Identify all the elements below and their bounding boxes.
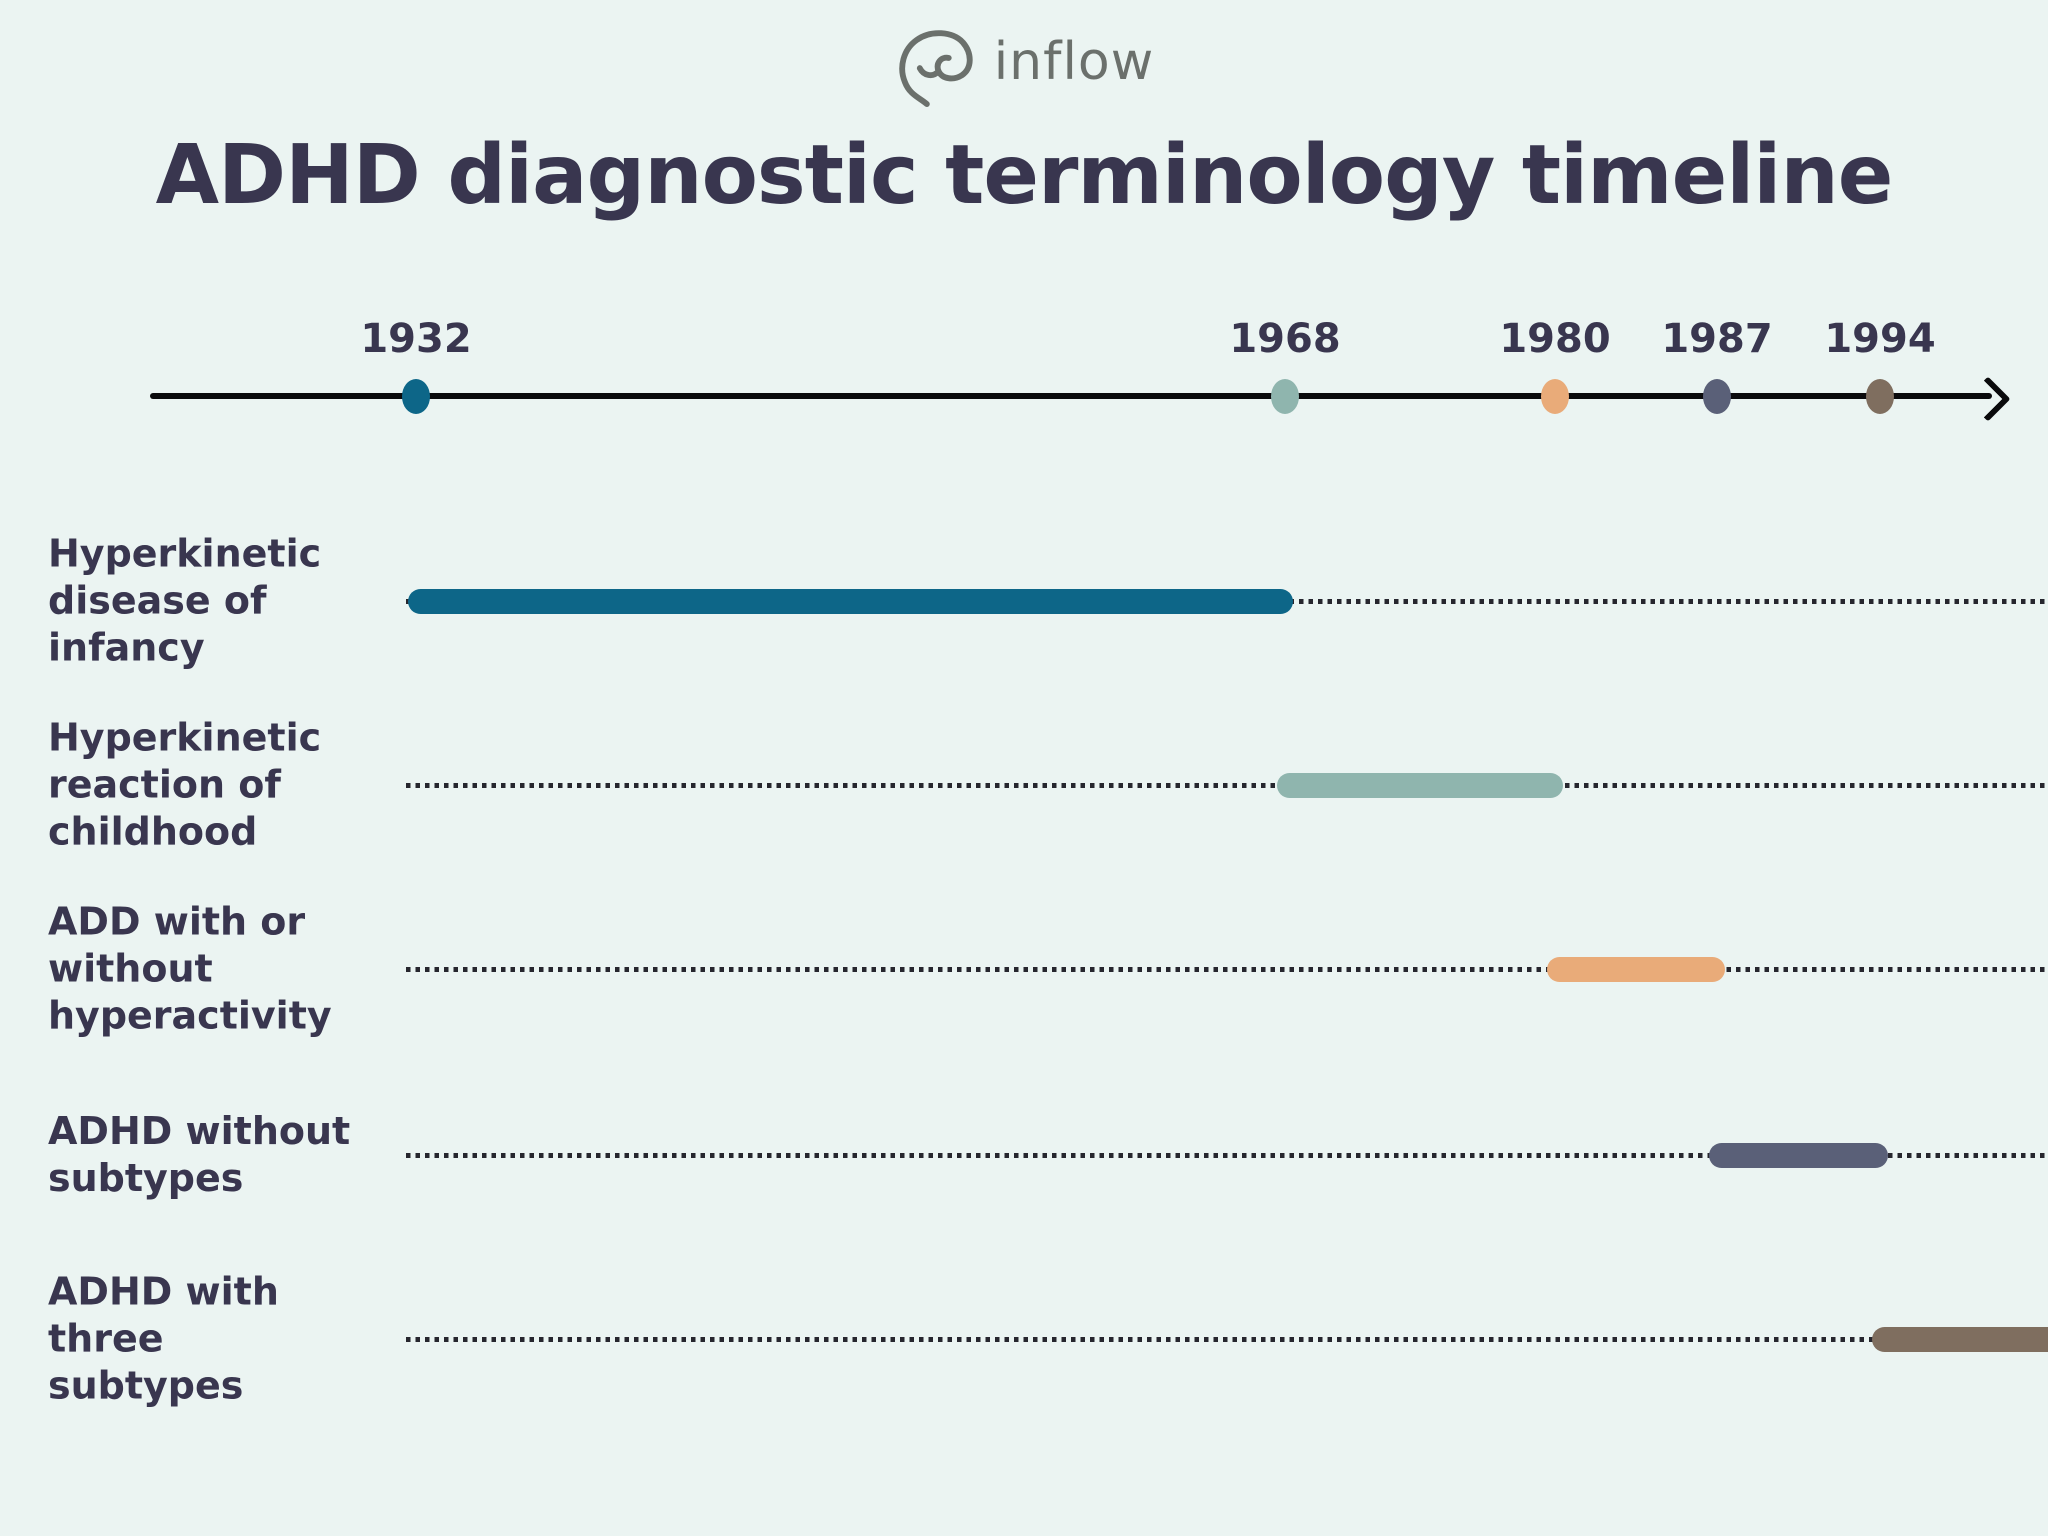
brain-icon <box>894 22 980 108</box>
row-label: Hyperkinetic disease of infancy <box>48 531 322 670</box>
year-label-1932: 1932 <box>360 316 472 362</box>
axis-arrow-icon <box>1965 376 2011 422</box>
timeline-dot-1987 <box>1703 379 1731 414</box>
row-bar <box>1709 1143 1888 1168</box>
logo-text: inflow <box>993 32 1155 92</box>
inflow-logo: inflow <box>0 22 2048 108</box>
row-bar <box>1872 1327 2048 1352</box>
row-dotted-line <box>406 1337 2048 1342</box>
page-title: ADHD diagnostic terminology timeline <box>155 128 1894 223</box>
year-label-1980: 1980 <box>1499 316 1611 362</box>
row-label: Hyperkinetic reaction of childhood <box>48 715 322 854</box>
timeline-axis-line <box>150 393 1992 399</box>
row-label: ADHD without subtypes <box>48 1109 351 1200</box>
row-label: ADHD with three subtypes <box>48 1269 279 1408</box>
timeline-dot-1968 <box>1271 379 1299 414</box>
row-label: ADD with or without hyperactivity <box>48 899 332 1038</box>
row-bar <box>408 589 1293 614</box>
year-label-1994: 1994 <box>1824 316 1936 362</box>
row-bar <box>1547 957 1725 982</box>
timeline-dot-1932 <box>402 379 430 414</box>
timeline-dot-1980 <box>1541 379 1569 414</box>
timeline-dot-1994 <box>1866 379 1894 414</box>
row-dotted-line <box>406 967 2048 972</box>
row-dotted-line <box>406 783 2048 788</box>
year-label-1968: 1968 <box>1229 316 1341 362</box>
year-label-1987: 1987 <box>1661 316 1773 362</box>
row-dotted-line <box>406 1153 2048 1158</box>
row-bar <box>1277 773 1563 798</box>
